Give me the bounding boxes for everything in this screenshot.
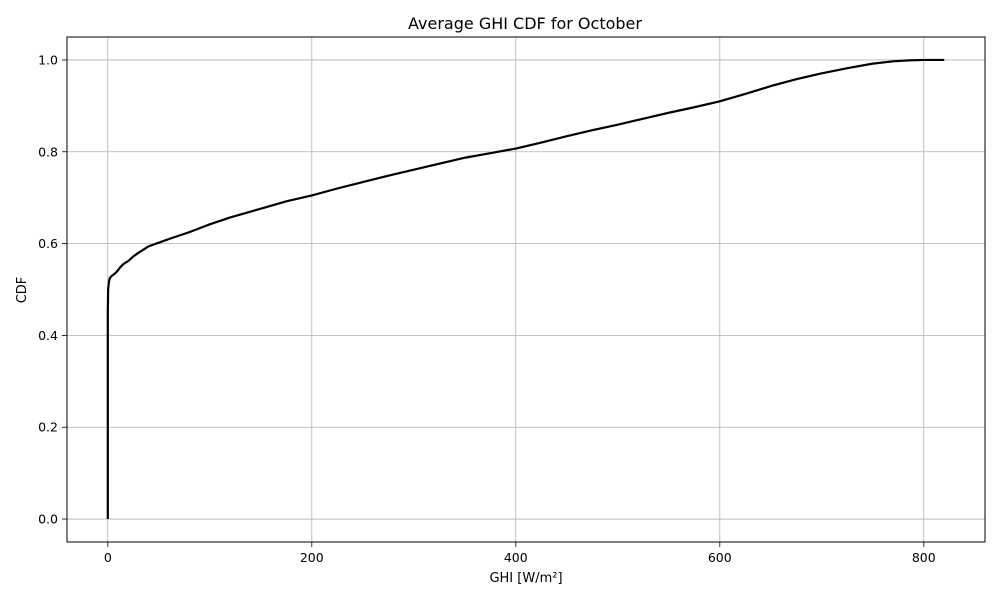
y-tick-label: 0.4 <box>38 328 58 343</box>
tick-layer: 0 200 400 600 800 0.0 0.2 0.4 0.6 0.8 1.0 <box>38 52 936 565</box>
x-axis-label: GHI [W/m²] <box>489 571 562 586</box>
y-tick-label: 1.0 <box>38 52 58 67</box>
y-tick-label: 0.6 <box>38 236 58 251</box>
y-tick-label: 0.8 <box>38 144 58 159</box>
plot-frame <box>66 36 986 543</box>
grid-layer <box>67 37 985 542</box>
chart-title: Average GHI CDF for October <box>408 14 642 33</box>
x-tick-label: 0 <box>104 550 112 565</box>
x-tick-label: 400 <box>504 550 528 565</box>
x-tick-label: 600 <box>708 550 732 565</box>
x-tick-label: 800 <box>912 550 936 565</box>
x-tick-label: 200 <box>300 550 324 565</box>
y-tick-label: 0.0 <box>38 512 58 527</box>
line-layer <box>106 58 945 520</box>
y-tick-label: 0.2 <box>38 420 58 435</box>
y-axis-label: CDF <box>15 277 30 304</box>
cdf-line <box>106 58 945 520</box>
